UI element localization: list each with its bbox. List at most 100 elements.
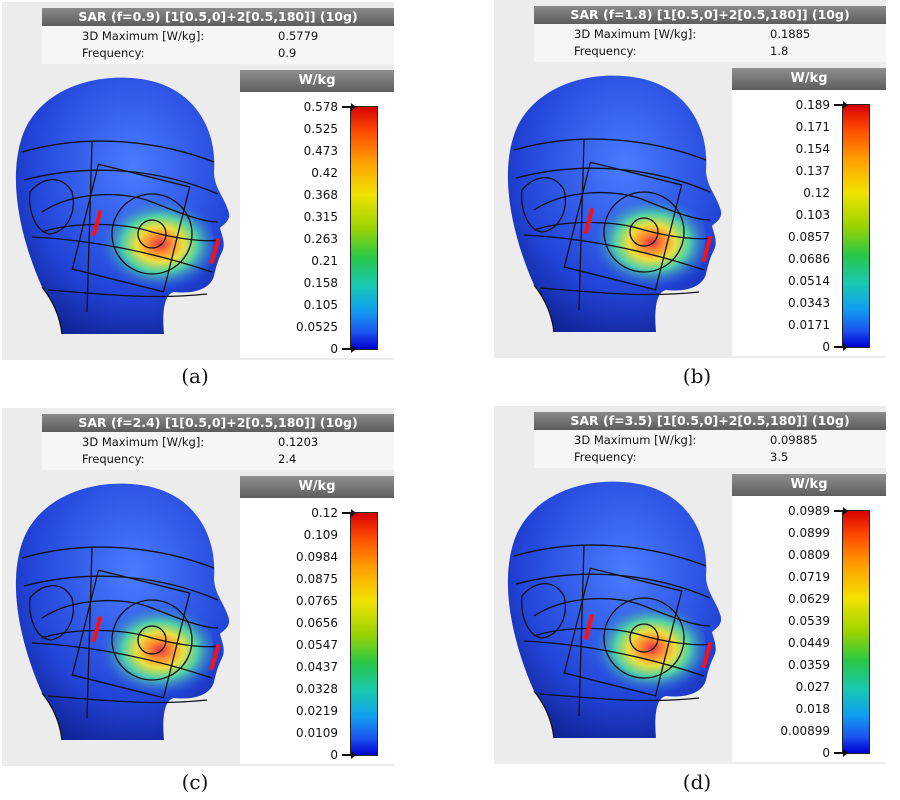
legend-tick: 0.0219 (240, 704, 352, 718)
result-title: SAR (f=0.9) [1[0.5,0]+2[0.5,180]] (10g) (42, 8, 394, 26)
legend-tick-label: 0.315 (303, 210, 338, 224)
max-label: 3D Maximum [W/kg]: (574, 27, 697, 41)
legend-tick-label: 0.027 (795, 680, 830, 694)
legend-tick-label: 0.0765 (296, 594, 338, 608)
legend-tick: 0.525 (240, 122, 352, 136)
max-value: 0.5779 (278, 29, 319, 43)
legend-tick: 0.0809 (732, 548, 844, 562)
legend-tick: 0.0875 (240, 572, 352, 586)
legend-tick-label: 0.0875 (296, 572, 338, 586)
legend-tick: 0.12 (240, 506, 356, 520)
legend-tick: 0.0449 (732, 636, 844, 650)
legend-tick-label: 0.0984 (296, 550, 338, 564)
legend-tick-label: 0.0449 (788, 636, 830, 650)
legend-tick-label: 0.21 (311, 254, 338, 268)
legend-tick: 0 (240, 342, 356, 356)
caption-b: (b) (682, 364, 712, 388)
head-model-illustration (15, 483, 230, 741)
result-title: SAR (f=3.5) [1[0.5,0]+2[0.5,180]] (10g) (534, 412, 886, 430)
legend-tick: 0.0359 (732, 658, 844, 672)
legend-tick: 0.0686 (732, 252, 844, 266)
legend-tick: 0.0765 (240, 594, 352, 608)
legend-unit: W/kg (732, 68, 886, 90)
legend-tick-label: 0.00899 (780, 724, 830, 738)
legend-tick-label: 0.0629 (788, 592, 830, 606)
legend-arrow-icon (834, 749, 848, 757)
legend-tick: 0.0514 (732, 274, 844, 288)
legend-tick: 0.0547 (240, 638, 352, 652)
legend-tick-label: 0.0809 (788, 548, 830, 562)
legend-tick-label: 0.368 (303, 188, 338, 202)
caption-c: (c) (181, 770, 209, 794)
legend-tick-label: 0.171 (795, 120, 830, 134)
result-title: SAR (f=2.4) [1[0.5,0]+2[0.5,180]] (10g) (42, 414, 394, 432)
color-scale-bar (350, 512, 378, 756)
legend-arrow-icon (342, 345, 356, 353)
legend-tick: 0.0984 (240, 550, 352, 564)
legend-tick-label: 0.12 (311, 506, 338, 520)
legend-tick-label: 0.0514 (788, 274, 830, 288)
legend-arrow-icon (834, 343, 848, 351)
sar-panel-d: SAR (f=3.5) [1[0.5,0]+2[0.5,180]] (10g) … (494, 406, 900, 766)
legend-tick: 0 (732, 340, 848, 354)
legend-tick-label: 0.0109 (296, 726, 338, 740)
legend-tick: 0.0343 (732, 296, 844, 310)
legend-tick-label: 0.0989 (788, 504, 830, 518)
legend-tick-label: 0.42 (311, 166, 338, 180)
color-legend: W/kg 0.189 0.171 0.154 0.137 0.12 0.103 0.0857… (732, 68, 886, 356)
color-scale-bar (842, 104, 870, 348)
legend-tick: 0.105 (240, 298, 352, 312)
legend-tick: 0.0656 (240, 616, 352, 630)
legend-tick: 0.0857 (732, 230, 844, 244)
legend-tick: 0.0899 (732, 526, 844, 540)
legend-tick-label: 0.0857 (788, 230, 830, 244)
legend-tick: 0.263 (240, 232, 352, 246)
legend-tick-label: 0.018 (795, 702, 830, 716)
legend-arrow-icon (834, 101, 848, 109)
max-value: 0.09885 (770, 433, 818, 447)
legend-tick-label: 0.0437 (296, 660, 338, 674)
color-legend: W/kg 0.0989 0.0899 0.0809 0.0719 0.0629 0.053… (732, 474, 886, 762)
legend-tick-label: 0.0539 (788, 614, 830, 628)
legend-arrow-icon (834, 507, 848, 515)
legend-tick: 0.018 (732, 702, 844, 716)
legend-tick: 0.109 (240, 528, 352, 542)
frequency-value: 1.8 (770, 44, 789, 58)
legend-tick: 0.368 (240, 188, 352, 202)
legend-tick: 0.00899 (732, 724, 844, 738)
legend-tick-label: 0.0547 (296, 638, 338, 652)
frequency-label: Frequency: (82, 46, 145, 60)
legend-tick-label: 0.0171 (788, 318, 830, 332)
sar-panel-b: SAR (f=1.8) [1[0.5,0]+2[0.5,180]] (10g) … (494, 0, 900, 360)
legend-tick: 0.0539 (732, 614, 844, 628)
legend-tick-label: 0.12 (803, 186, 830, 200)
sar-panel-a: SAR (f=0.9) [1[0.5,0]+2[0.5,180]] (10g) … (2, 2, 412, 362)
color-legend: W/kg 0.12 0.109 0.0984 0.0875 0.0765 0.0656 0.… (240, 476, 394, 764)
legend-arrow-icon (342, 103, 356, 111)
max-label: 3D Maximum [W/kg]: (82, 435, 205, 449)
frequency-value: 3.5 (770, 450, 789, 464)
caption-d: (d) (682, 770, 712, 794)
legend-tick: 0.027 (732, 680, 844, 694)
legend-tick: 0.154 (732, 142, 844, 156)
legend-tick-label: 0.0656 (296, 616, 338, 630)
legend-tick: 0.0109 (240, 726, 352, 740)
head-model-illustration (507, 481, 722, 739)
legend-unit: W/kg (732, 474, 886, 496)
legend-tick: 0.0437 (240, 660, 352, 674)
legend-tick-label: 0.103 (795, 208, 830, 222)
legend-tick-label: 0.263 (303, 232, 338, 246)
legend-tick: 0 (240, 748, 356, 762)
info-box: 3D Maximum [W/kg]: 0.5779 Frequency: 0.9 (42, 26, 394, 64)
max-label: 3D Maximum [W/kg]: (574, 433, 697, 447)
legend-unit: W/kg (240, 476, 394, 498)
legend-tick: 0.42 (240, 166, 352, 180)
sar-panel-c: SAR (f=2.4) [1[0.5,0]+2[0.5,180]] (10g) … (2, 408, 412, 768)
legend-tick-label: 0.525 (303, 122, 338, 136)
head-model-illustration (507, 75, 722, 333)
frequency-value: 0.9 (278, 46, 297, 60)
legend-arrow-icon (342, 751, 356, 759)
frequency-value: 2.4 (278, 452, 297, 466)
color-scale-bar (842, 510, 870, 754)
legend-tick-label: 0.0359 (788, 658, 830, 672)
